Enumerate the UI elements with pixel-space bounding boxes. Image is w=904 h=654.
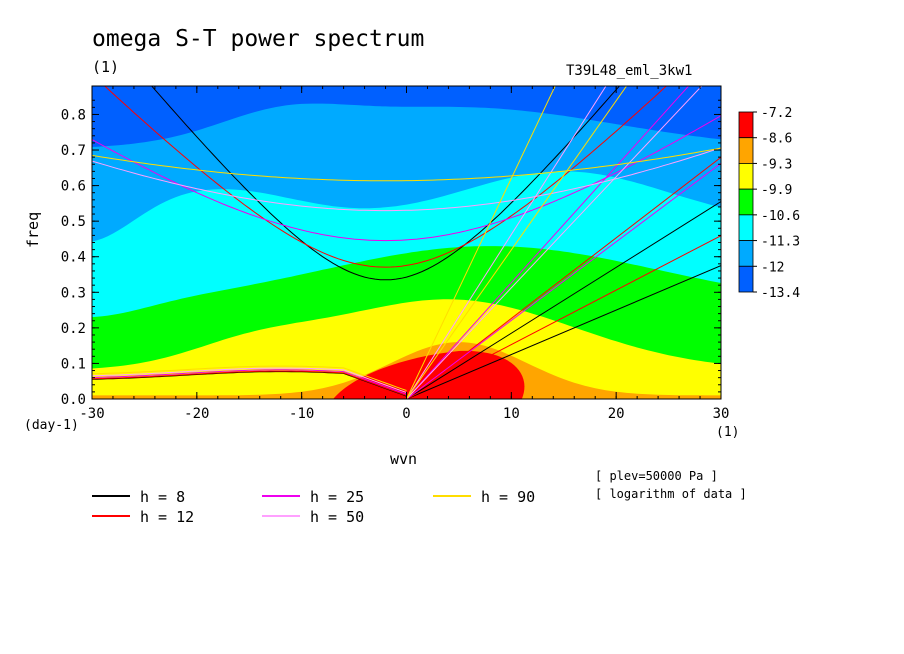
legend-label: h = 8 (140, 488, 186, 506)
level-note: [ plev=50000 Pa ] (595, 469, 718, 483)
colorbar-swatch (738, 214, 754, 241)
spectrum-field (92, 86, 721, 399)
colorbar-swatch (738, 111, 754, 139)
x-tick-label: 10 (503, 406, 520, 422)
colorbar-swatch (738, 240, 754, 267)
kelvin-curve-h25 (406, 86, 690, 399)
rossby-curve-h50 (92, 367, 407, 393)
legend-label: h = 25 (310, 488, 365, 506)
colorbar-label: -9.3 (761, 157, 792, 172)
x-tick-label: 20 (608, 406, 625, 422)
gravity-curve-h90 (92, 147, 721, 182)
rossby-curve-h90 (92, 365, 407, 391)
x-tick-label: -30 (79, 406, 104, 422)
kelvin-curve-h50 (406, 86, 607, 399)
x-tick-label: -20 (184, 406, 209, 422)
dispersion-curves (92, 86, 721, 399)
colorbar-label: -13.4 (761, 286, 800, 301)
legend-label: h = 90 (481, 488, 536, 506)
kelvin-curve-h90 (406, 86, 556, 399)
legend-line (262, 495, 300, 497)
gravity-curve-h50 (92, 147, 721, 212)
legend-line (433, 495, 471, 497)
log-note: [ logarithm of data ] (595, 487, 747, 501)
y-tick-label: 0.4 (61, 250, 86, 266)
y-axis-label: freq (24, 211, 42, 248)
colorbar-swatch (738, 265, 754, 293)
rossby-curve-h25 (92, 369, 407, 395)
legend-line (92, 515, 130, 517)
inertia-curve-h8 (406, 265, 721, 399)
colorbar-label: -9.9 (761, 183, 792, 198)
colorbar-swatch (738, 137, 754, 164)
inertia-curve-h50 (406, 86, 703, 399)
gravity-curve-h12 (103, 86, 668, 268)
inertia-curve-h90 (406, 86, 628, 399)
y-tick-label: 0.7 (61, 143, 86, 159)
colorbar-label: -8.6 (761, 132, 792, 147)
kelvin-curve-h8 (406, 201, 721, 399)
y-tick-label: 0.6 (61, 179, 86, 195)
colorbar-label: -10.6 (761, 209, 800, 224)
chart-title: omega S-T power spectrum (92, 26, 425, 52)
y-tick-label: 0.3 (61, 285, 86, 301)
kelvin-curve-h12 (406, 156, 721, 399)
legend-line (92, 495, 130, 497)
y-tick-label: 0.2 (61, 321, 86, 337)
inertia-curve-h25 (406, 162, 721, 399)
y-axis-unit: (day-1) (24, 418, 79, 433)
units-label: (1) (92, 58, 120, 76)
x-tick-label: 0 (402, 406, 410, 422)
y-tick-label: 0.0 (61, 392, 86, 408)
colorbar-swatch (738, 163, 754, 190)
x-axis-label: wvn (390, 450, 418, 468)
gravity-curve-h25 (92, 115, 721, 242)
colorbar-swatch (738, 188, 754, 216)
run-label: T39L48_eml_3kw1 (566, 63, 693, 79)
legend-line (262, 515, 300, 517)
colorbar-label: -7.2 (761, 106, 792, 121)
x-tick-label: -10 (289, 406, 314, 422)
colorbar-label: -12 (761, 260, 784, 275)
inertia-curve-h12 (406, 235, 721, 399)
legend-label: h = 12 (140, 508, 195, 526)
x-axis-unit: (1) (716, 425, 740, 440)
legend-label: h = 50 (310, 508, 365, 526)
y-tick-label: 0.5 (61, 214, 86, 230)
y-tick-label: 0.8 (61, 107, 86, 123)
colorbar-label: -11.3 (761, 235, 800, 250)
band-9.9 (92, 299, 721, 399)
x-tick-label: 30 (713, 406, 730, 422)
y-tick-label: 0.1 (61, 356, 86, 372)
rossby-curve-h12 (92, 370, 407, 396)
